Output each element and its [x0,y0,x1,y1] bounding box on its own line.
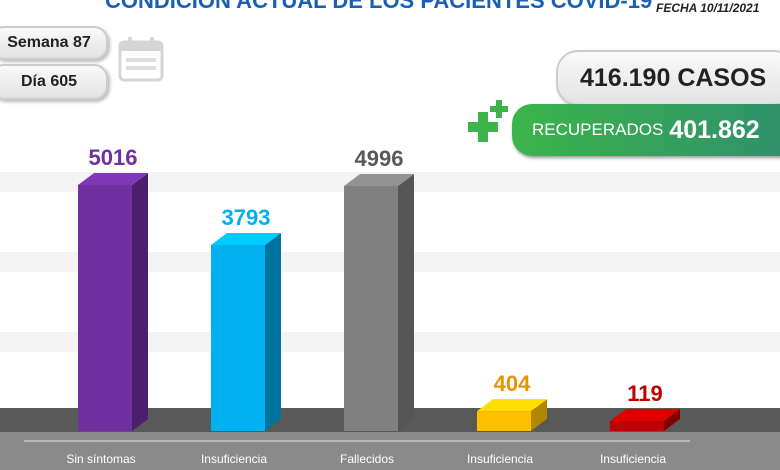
bar-side [398,173,414,431]
data-label: 119 [627,381,663,406]
bar-top [477,399,547,412]
bar-3: 404 Insuficiencia [467,371,547,466]
category-label: Insuficiencia [467,452,533,466]
category-label: Sin síntomas [66,452,135,466]
total-cases-badge: 416.190 CASOS [556,50,780,106]
bar-side [265,232,281,431]
bar-top [610,409,680,421]
category-label: Insuficiencia [600,452,666,466]
bar-top [78,173,148,185]
calendar-icon [118,37,164,82]
plus-icon [468,100,508,142]
bar-front [610,421,664,431]
bar-side [664,409,680,431]
recovered-value: 401.862 [669,115,760,144]
data-label: 3793 [222,205,271,230]
data-label: 5016 [89,145,138,170]
bar-front [344,185,398,431]
data-label: 404 [494,371,531,396]
bar-side [132,173,148,431]
date-label: FECHA 10/11/2021 [656,1,760,15]
day-badge: Día 605 [0,64,108,100]
page-title: CONDICIÓN ACTUAL DE LOS PACIENTES COVID-… [105,0,653,13]
bar-front [211,244,265,431]
week-badge: Semana 87 [0,26,108,60]
bar-top [344,173,414,186]
bar-top [211,232,281,245]
bar-side [531,399,547,431]
bar-1: 3793 Insuficiencia [201,205,281,466]
bar-0: 5016 Sin síntomas [66,145,148,466]
data-label: 4996 [355,146,404,171]
recovered-badge: RECUPERADOS 401.862 [512,104,780,156]
category-band [0,432,780,470]
category-label: Insuficiencia [201,452,267,466]
bar-4: 119 Insuficiencia [600,381,680,466]
category-label: Fallecidos [340,452,394,466]
bar-2: 4996 Fallecidos [340,146,414,466]
bar-front [78,185,132,431]
bar-front [477,411,531,431]
recovered-label: RECUPERADOS [532,120,664,139]
